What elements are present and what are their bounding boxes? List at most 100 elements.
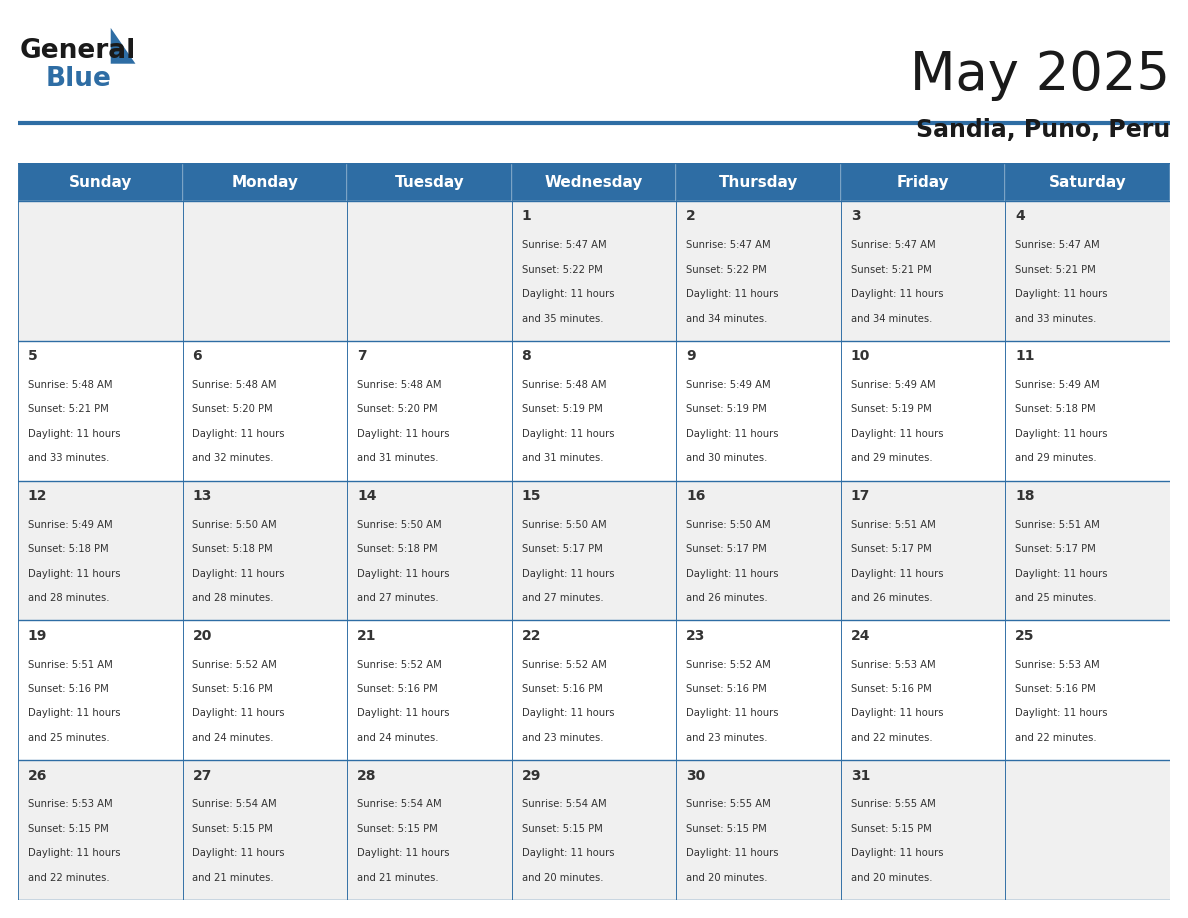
Bar — [676, 621, 841, 760]
Bar — [18, 201, 183, 341]
Text: 22: 22 — [522, 629, 541, 643]
Text: May 2025: May 2025 — [910, 49, 1170, 101]
Bar — [183, 201, 347, 341]
Text: Sunset: 5:16 PM: Sunset: 5:16 PM — [687, 684, 767, 694]
Text: Sunset: 5:20 PM: Sunset: 5:20 PM — [192, 405, 273, 414]
Text: Sunset: 5:21 PM: Sunset: 5:21 PM — [851, 264, 931, 274]
Text: 23: 23 — [687, 629, 706, 643]
Text: and 27 minutes.: and 27 minutes. — [358, 593, 438, 603]
Text: Sandia, Puno, Peru: Sandia, Puno, Peru — [916, 118, 1170, 142]
Text: Sunrise: 5:48 AM: Sunrise: 5:48 AM — [358, 380, 442, 390]
Text: Sunrise: 5:51 AM: Sunrise: 5:51 AM — [1016, 520, 1100, 530]
Text: Daylight: 11 hours: Daylight: 11 hours — [192, 709, 285, 719]
Text: Daylight: 11 hours: Daylight: 11 hours — [851, 429, 943, 439]
Bar — [676, 760, 841, 900]
Text: Sunset: 5:15 PM: Sunset: 5:15 PM — [192, 823, 273, 834]
Text: Daylight: 11 hours: Daylight: 11 hours — [192, 429, 285, 439]
Bar — [512, 201, 676, 341]
Text: and 22 minutes.: and 22 minutes. — [851, 733, 933, 743]
Text: and 35 minutes.: and 35 minutes. — [522, 314, 604, 323]
Text: 3: 3 — [851, 209, 860, 223]
Text: Daylight: 11 hours: Daylight: 11 hours — [192, 568, 285, 578]
Text: Sunrise: 5:53 AM: Sunrise: 5:53 AM — [1016, 659, 1100, 669]
Text: 5: 5 — [27, 349, 38, 364]
Text: 9: 9 — [687, 349, 696, 364]
Bar — [18, 163, 183, 201]
Text: 20: 20 — [192, 629, 211, 643]
Text: Daylight: 11 hours: Daylight: 11 hours — [27, 429, 120, 439]
Text: 13: 13 — [192, 489, 211, 503]
Bar — [1005, 341, 1170, 481]
Text: Tuesday: Tuesday — [394, 174, 465, 189]
Text: Daylight: 11 hours: Daylight: 11 hours — [851, 568, 943, 578]
Text: 17: 17 — [851, 489, 870, 503]
Text: and 33 minutes.: and 33 minutes. — [27, 453, 109, 464]
Text: Sunset: 5:18 PM: Sunset: 5:18 PM — [358, 544, 437, 554]
Text: Sunrise: 5:50 AM: Sunrise: 5:50 AM — [358, 520, 442, 530]
Text: Sunrise: 5:47 AM: Sunrise: 5:47 AM — [851, 241, 935, 250]
Text: Friday: Friday — [897, 174, 949, 189]
Bar — [347, 163, 512, 201]
Text: Daylight: 11 hours: Daylight: 11 hours — [522, 848, 614, 858]
Text: Sunset: 5:16 PM: Sunset: 5:16 PM — [1016, 684, 1097, 694]
Text: and 31 minutes.: and 31 minutes. — [358, 453, 438, 464]
Text: and 23 minutes.: and 23 minutes. — [522, 733, 604, 743]
Text: Daylight: 11 hours: Daylight: 11 hours — [1016, 429, 1107, 439]
Text: Daylight: 11 hours: Daylight: 11 hours — [27, 568, 120, 578]
Text: Daylight: 11 hours: Daylight: 11 hours — [27, 848, 120, 858]
Text: and 23 minutes.: and 23 minutes. — [687, 733, 767, 743]
Text: Sunrise: 5:49 AM: Sunrise: 5:49 AM — [687, 380, 771, 390]
Text: Sunset: 5:21 PM: Sunset: 5:21 PM — [1016, 264, 1097, 274]
Text: Blue: Blue — [46, 66, 112, 93]
Text: Daylight: 11 hours: Daylight: 11 hours — [358, 429, 449, 439]
Text: 15: 15 — [522, 489, 541, 503]
Text: Daylight: 11 hours: Daylight: 11 hours — [687, 289, 778, 299]
Text: and 25 minutes.: and 25 minutes. — [27, 733, 109, 743]
Text: 24: 24 — [851, 629, 871, 643]
Bar — [347, 481, 512, 621]
Text: Sunrise: 5:52 AM: Sunrise: 5:52 AM — [522, 659, 606, 669]
Text: Sunset: 5:18 PM: Sunset: 5:18 PM — [1016, 405, 1095, 414]
Bar — [841, 621, 1005, 760]
Text: Sunset: 5:16 PM: Sunset: 5:16 PM — [27, 684, 108, 694]
Text: 7: 7 — [358, 349, 367, 364]
Bar — [347, 621, 512, 760]
Text: 14: 14 — [358, 489, 377, 503]
Text: Daylight: 11 hours: Daylight: 11 hours — [687, 568, 778, 578]
Bar — [676, 481, 841, 621]
Bar — [512, 621, 676, 760]
Text: Sunrise: 5:53 AM: Sunrise: 5:53 AM — [27, 800, 113, 810]
Text: Sunset: 5:21 PM: Sunset: 5:21 PM — [27, 405, 108, 414]
Text: Sunrise: 5:54 AM: Sunrise: 5:54 AM — [192, 800, 277, 810]
Text: and 22 minutes.: and 22 minutes. — [1016, 733, 1097, 743]
Text: Sunrise: 5:49 AM: Sunrise: 5:49 AM — [1016, 380, 1100, 390]
Bar — [1005, 760, 1170, 900]
Text: and 24 minutes.: and 24 minutes. — [358, 733, 438, 743]
Bar — [183, 760, 347, 900]
Text: 30: 30 — [687, 768, 706, 782]
Text: 4: 4 — [1016, 209, 1025, 223]
Bar — [841, 163, 1005, 201]
Polygon shape — [110, 28, 135, 63]
Bar — [841, 201, 1005, 341]
Text: 10: 10 — [851, 349, 870, 364]
Text: Sunset: 5:15 PM: Sunset: 5:15 PM — [27, 823, 108, 834]
Text: and 26 minutes.: and 26 minutes. — [687, 593, 767, 603]
Bar — [512, 341, 676, 481]
Text: Daylight: 11 hours: Daylight: 11 hours — [1016, 289, 1107, 299]
Text: Sunset: 5:15 PM: Sunset: 5:15 PM — [358, 823, 437, 834]
Text: Sunrise: 5:52 AM: Sunrise: 5:52 AM — [687, 659, 771, 669]
Text: Sunset: 5:19 PM: Sunset: 5:19 PM — [851, 405, 931, 414]
Bar — [1005, 481, 1170, 621]
Text: Sunset: 5:17 PM: Sunset: 5:17 PM — [851, 544, 931, 554]
Text: Sunset: 5:15 PM: Sunset: 5:15 PM — [687, 823, 767, 834]
Text: Daylight: 11 hours: Daylight: 11 hours — [522, 568, 614, 578]
Text: and 34 minutes.: and 34 minutes. — [687, 314, 767, 323]
Text: and 34 minutes.: and 34 minutes. — [851, 314, 933, 323]
Text: Sunset: 5:22 PM: Sunset: 5:22 PM — [687, 264, 767, 274]
Text: Daylight: 11 hours: Daylight: 11 hours — [522, 429, 614, 439]
Text: Daylight: 11 hours: Daylight: 11 hours — [851, 289, 943, 299]
Bar — [1005, 201, 1170, 341]
Text: Sunrise: 5:51 AM: Sunrise: 5:51 AM — [27, 659, 113, 669]
Text: Sunrise: 5:47 AM: Sunrise: 5:47 AM — [687, 241, 771, 250]
